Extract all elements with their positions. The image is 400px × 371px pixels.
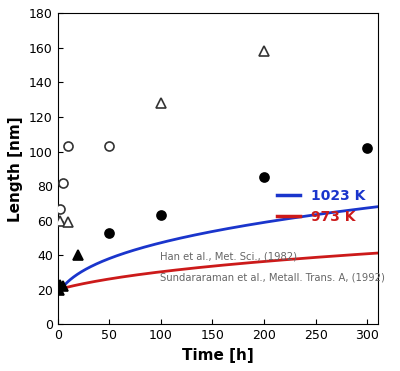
Text: Han et al., Met. Sci., (1982): Han et al., Met. Sci., (1982) — [160, 251, 297, 261]
Y-axis label: Length [nm]: Length [nm] — [8, 116, 23, 221]
Legend: 1023 K, 973 K: 1023 K, 973 K — [272, 183, 371, 229]
Text: Sundararaman et al., Metall. Trans. A, (1992): Sundararaman et al., Metall. Trans. A, (… — [160, 273, 385, 283]
X-axis label: Time [h]: Time [h] — [182, 348, 254, 363]
